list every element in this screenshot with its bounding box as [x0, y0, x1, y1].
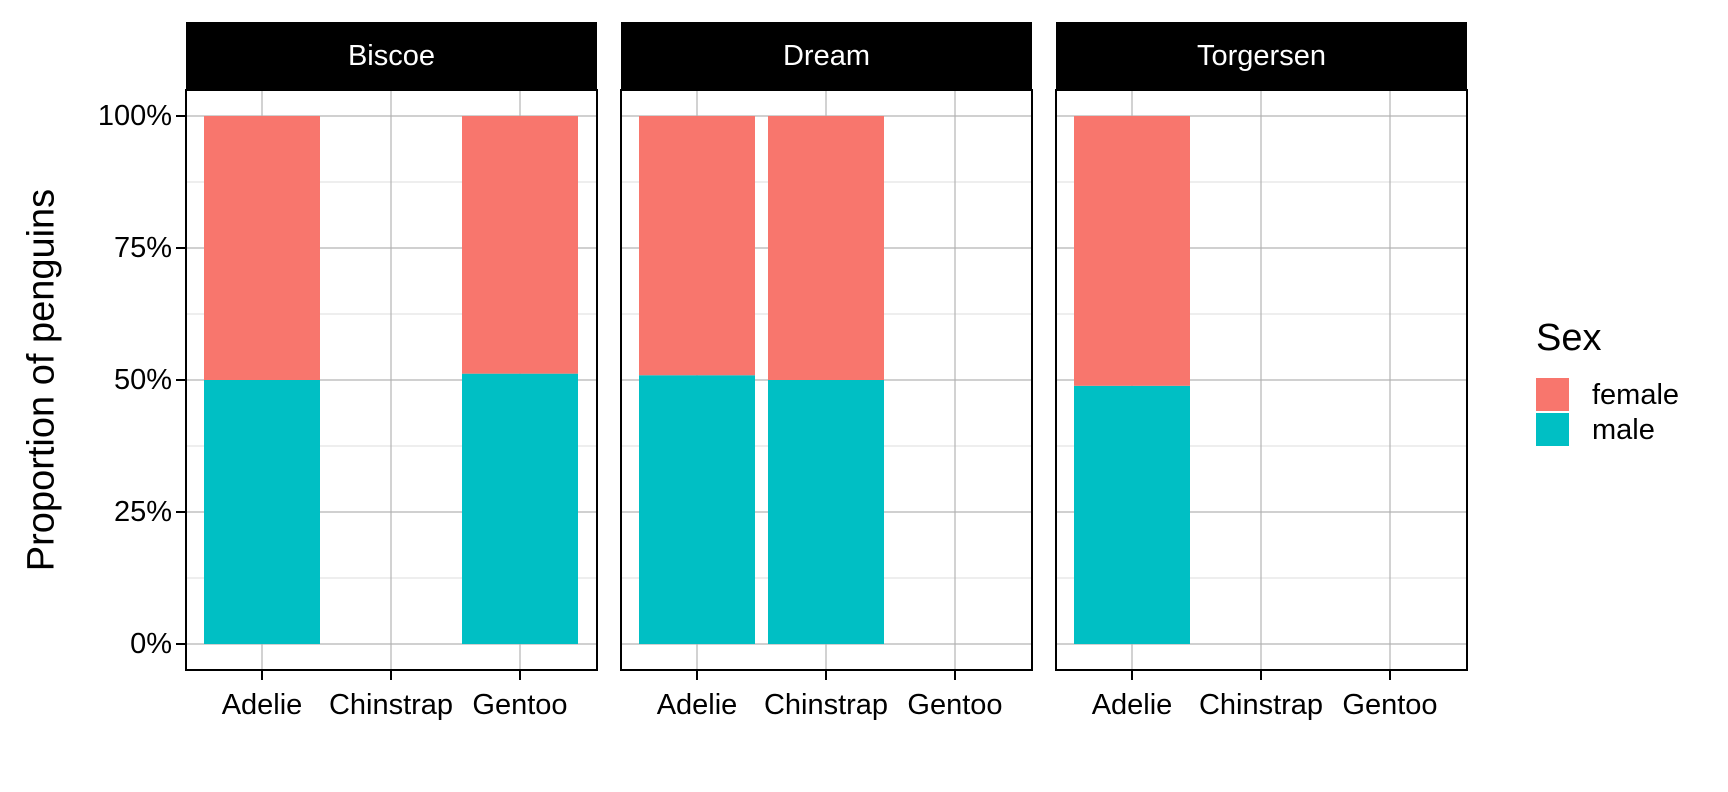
y-axis-title: Proportion of penguins — [20, 189, 62, 571]
panel-biscoe: Biscoe Adelie Chinstrap Gentoo — [185, 22, 598, 721]
y-tick-label-25-: 25% — [114, 496, 172, 528]
facet-strip-label-dream: Dream — [783, 40, 870, 72]
y-tick-label-0-: 0% — [130, 628, 172, 660]
x-tick-label-gentoo: Gentoo — [472, 689, 567, 721]
bar-biscoe-gentoo-female — [462, 116, 578, 374]
bar-dream-chinstrap-male — [768, 380, 884, 644]
panels: Biscoe Adelie Chinstrap Gentoo Dream Adelie Ch… — [185, 22, 1468, 721]
x-tick-label-adelie: Adelie — [1092, 689, 1173, 721]
y-axis: 0% 25% 50% 75% 100% — [98, 100, 186, 660]
x-tick-label-chinstrap: Chinstrap — [329, 689, 453, 721]
bar-dream-adelie-male — [639, 375, 755, 644]
y-tick-label-75-: 75% — [114, 232, 172, 264]
facet-strip-label-torgersen: Torgersen — [1197, 40, 1326, 72]
facet-strip-label-biscoe: Biscoe — [348, 40, 435, 72]
bar-torgersen-adelie-male — [1074, 385, 1190, 644]
panel-torgersen: Torgersen Adelie Chinstrap Gentoo — [1055, 22, 1468, 721]
panel-dream: Dream Adelie Chinstrap Gentoo — [620, 22, 1033, 721]
x-tick-label-chinstrap: Chinstrap — [764, 689, 888, 721]
x-tick-label-chinstrap: Chinstrap — [1199, 689, 1323, 721]
legend-key-male — [1536, 413, 1569, 446]
bar-biscoe-adelie-male — [204, 380, 320, 644]
facet-strip — [621, 22, 1032, 90]
legend-label-male: male — [1592, 414, 1655, 446]
bar-biscoe-gentoo-male — [462, 373, 578, 644]
x-tick-label-adelie: Adelie — [222, 689, 303, 721]
x-tick-label-adelie: Adelie — [657, 689, 738, 721]
bar-dream-adelie-female — [639, 116, 755, 376]
y-tick-label-100-: 100% — [98, 100, 172, 132]
y-tick-label-50-: 50% — [114, 364, 172, 396]
bar-dream-chinstrap-female — [768, 116, 884, 380]
legend-key-female — [1536, 378, 1569, 411]
x-tick-label-gentoo: Gentoo — [907, 689, 1002, 721]
bar-torgersen-adelie-female — [1074, 116, 1190, 386]
legend-title: Sex — [1536, 317, 1601, 359]
x-tick-label-gentoo: Gentoo — [1342, 689, 1437, 721]
legend-label-female: female — [1592, 379, 1679, 411]
facet-strip — [186, 22, 597, 90]
facet-strip — [1056, 22, 1467, 90]
bar-biscoe-adelie-female — [204, 116, 320, 380]
